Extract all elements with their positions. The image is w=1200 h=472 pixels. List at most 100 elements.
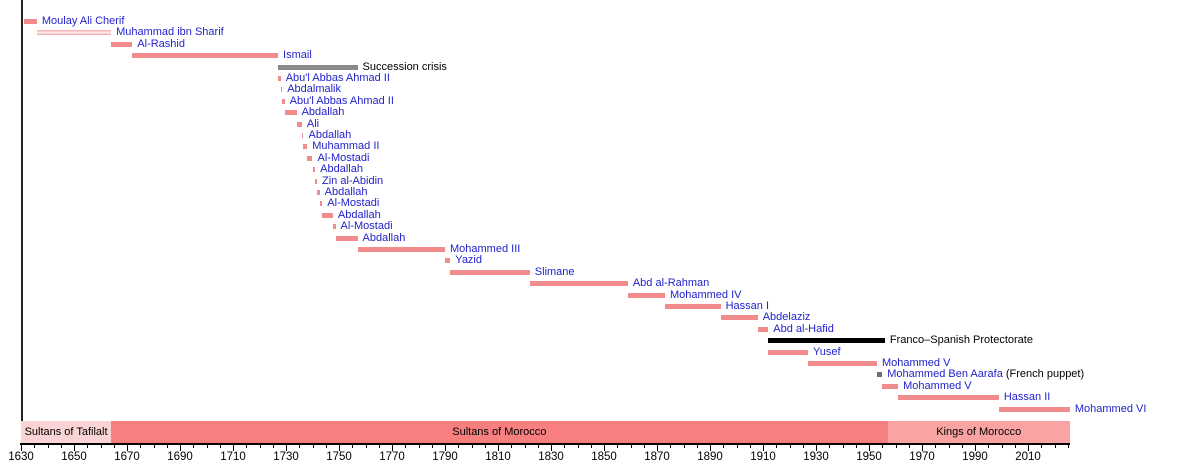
axis-tick (34, 444, 36, 448)
reign-label[interactable]: Yazid (455, 254, 482, 267)
axis-tick (1014, 444, 1016, 448)
axis-tick-label: 1630 (8, 451, 34, 463)
reign-label[interactable]: Mohammed IV (669, 288, 742, 301)
reign-label[interactable]: Zin al-Abidin (322, 174, 384, 187)
reign-bar (335, 235, 358, 241)
reign-bar (876, 372, 883, 378)
reign-bar (303, 144, 308, 150)
reign-label[interactable]: Ismail (283, 49, 312, 62)
reign-bar (281, 98, 285, 104)
reign-label[interactable]: Abdallah (301, 106, 345, 119)
x-axis-line (20, 443, 1070, 445)
axis-tick (564, 444, 566, 448)
axis-tick (365, 444, 367, 448)
axis-tick (908, 444, 910, 448)
reign-label[interactable]: Abd al-Rahman (632, 277, 710, 290)
reign-bar (332, 224, 336, 230)
reign-label[interactable]: Muhammad II (312, 140, 380, 153)
axis-tick (749, 444, 751, 448)
axis-tick (113, 444, 115, 448)
axis-tick (378, 444, 380, 448)
axis-tick (776, 444, 778, 448)
axis-tick (47, 444, 49, 448)
reign-label[interactable]: Muhammad ibn Sharif (116, 26, 224, 39)
reign-label[interactable]: Abdallah (324, 185, 368, 198)
reign-label[interactable]: Abdallah (320, 163, 363, 176)
reign-label[interactable]: Abdalmalik (287, 83, 341, 96)
reign-label[interactable]: Abdallah (337, 208, 381, 221)
axis-tick (339, 444, 341, 451)
reign-label[interactable]: Al-Mostadi (317, 151, 370, 164)
axis-tick (789, 444, 791, 448)
reign-label-note: (French puppet) (1002, 368, 1085, 381)
axis-tick-label: 1730 (273, 451, 299, 463)
era-band-label: Sultans of Tafilalt (24, 426, 108, 438)
reign-label[interactable]: Al-Mostadi (340, 220, 393, 233)
reign-label[interactable]: Moulay Ali Cherif (41, 14, 125, 27)
axis-tick (643, 444, 645, 448)
axis-tick-label: 1850 (591, 451, 617, 463)
axis-tick (988, 444, 990, 448)
axis-tick (1067, 444, 1069, 448)
axis-tick (127, 444, 129, 451)
reign-bar (450, 269, 530, 275)
axis-tick (259, 444, 261, 448)
axis-tick (233, 444, 235, 451)
reign-bar (317, 189, 320, 195)
reign-bar (296, 121, 302, 127)
reign-label: Franco–Spanish Protectorate (889, 334, 1033, 347)
axis-tick (948, 444, 950, 448)
reign-bar (278, 75, 281, 81)
axis-tick (458, 444, 460, 448)
axis-tick (816, 444, 818, 451)
reign-label: Succession crisis (362, 60, 447, 73)
reign-label[interactable]: Abdallah (308, 128, 352, 141)
reign-label[interactable]: Slimane (534, 265, 575, 278)
reign-label[interactable]: Mohammed III (450, 242, 521, 255)
reign-label[interactable]: Abu'l Abbas Ahmad II (289, 94, 394, 107)
axis-tick (537, 444, 539, 448)
axis-tick (498, 444, 500, 451)
reign-label[interactable]: Abu'l Abbas Ahmad II (285, 71, 390, 84)
reign-label[interactable]: Yusef (813, 345, 841, 358)
axis-tick (431, 444, 433, 448)
axis-tick (100, 444, 102, 448)
axis-tick-label: 1750 (326, 451, 352, 463)
reign-label[interactable]: Abd al-Hafid (773, 322, 834, 335)
axis-tick (617, 444, 619, 448)
axis-tick (869, 444, 871, 451)
reign-label[interactable]: Al-Mostadi (327, 197, 380, 210)
reign-label[interactable]: Hassan I (725, 299, 770, 312)
reign-bar (898, 395, 999, 401)
reign-bar (808, 360, 877, 366)
era-band: Sultans of Morocco (111, 421, 888, 443)
reign-bar (998, 406, 1070, 412)
reign-bar (529, 281, 628, 287)
axis-tick-label: 2010 (1015, 451, 1041, 463)
era-band-label: Sultans of Morocco (452, 426, 547, 438)
axis-tick (577, 444, 579, 448)
reign-label[interactable]: Al-Rashid (137, 37, 185, 50)
reign-label[interactable]: Hassan II (1003, 391, 1051, 404)
axis-tick (405, 444, 407, 448)
axis-tick (763, 444, 765, 451)
reign-label[interactable]: Abdallah (362, 231, 406, 244)
reign-bar (664, 303, 721, 309)
axis-tick (471, 444, 473, 448)
axis-tick (1028, 444, 1030, 451)
axis-tick (829, 444, 831, 448)
axis-tick (1054, 444, 1056, 448)
reign-label[interactable]: Mohammed V (903, 379, 972, 392)
reign-label[interactable]: Abdelaziz (762, 311, 811, 324)
reign-label[interactable]: Mohammed V (881, 356, 951, 369)
axis-tick (166, 444, 168, 448)
axis-tick (802, 444, 804, 448)
reign-label[interactable]: Mohammed Ben Aarafa (French puppet) (887, 368, 1085, 381)
reign-bar (301, 132, 304, 138)
reign-bar (720, 315, 758, 321)
reign-label[interactable]: Mohammed VI (1074, 402, 1147, 415)
reign-bar (768, 349, 809, 355)
reign-label[interactable]: Ali (306, 117, 320, 130)
axis-tick (418, 444, 420, 448)
